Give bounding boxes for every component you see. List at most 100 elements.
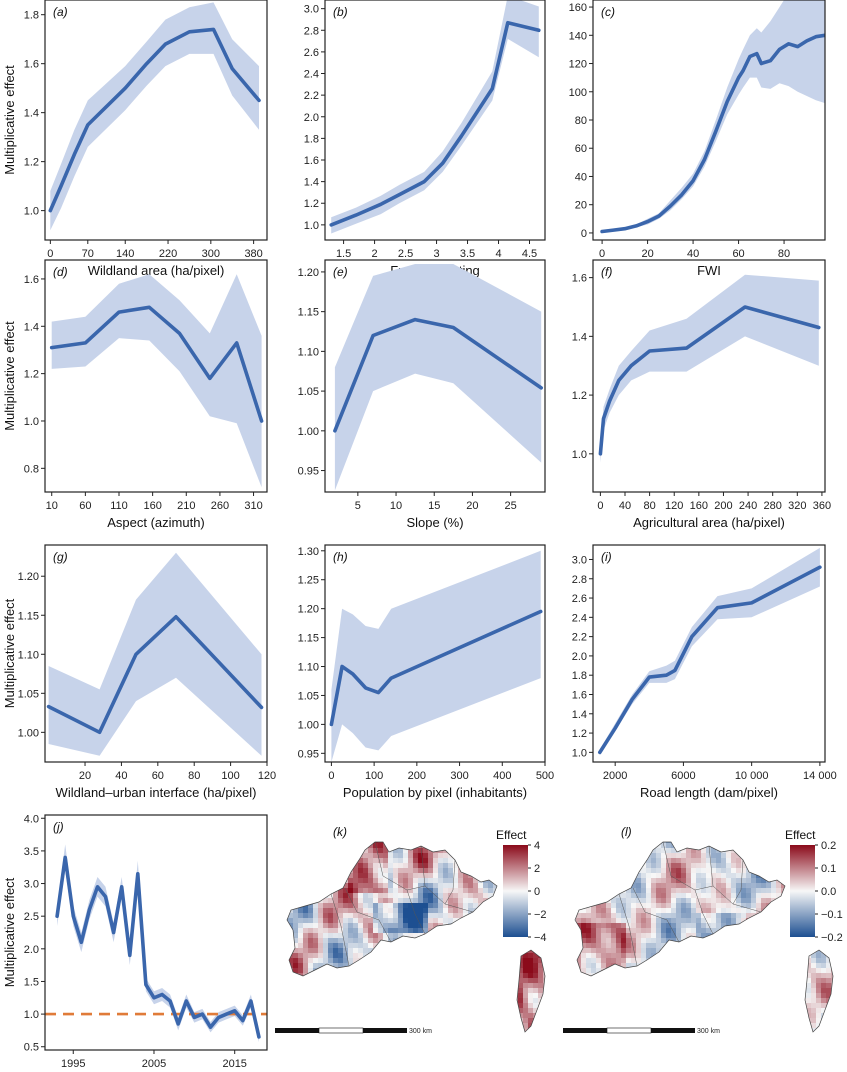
map-cell <box>701 938 707 944</box>
map-cell <box>576 938 582 944</box>
map-cell <box>473 1018 479 1024</box>
map-cell <box>656 1033 661 1038</box>
map-cell <box>696 983 702 989</box>
map-cell <box>528 918 534 924</box>
map-cell <box>636 842 642 844</box>
map-cell <box>776 863 782 869</box>
map-cell <box>591 958 597 964</box>
map-cell <box>751 842 757 844</box>
map-cell <box>433 843 439 849</box>
map-cell <box>791 1033 796 1038</box>
map-cell <box>751 943 757 949</box>
map-cell <box>621 963 627 969</box>
map-cell <box>438 933 444 939</box>
map-cell <box>641 923 647 929</box>
map-cell <box>686 893 692 899</box>
map-cell <box>766 873 772 879</box>
map-cell <box>483 1013 489 1019</box>
map-cell <box>771 983 777 989</box>
map-cell <box>761 943 767 949</box>
map-cell <box>716 953 722 959</box>
plot-frame-f <box>592 259 826 493</box>
map-cell <box>581 1023 587 1029</box>
map-cell <box>323 1023 329 1029</box>
map-cell <box>636 908 642 914</box>
map-cell <box>576 843 582 849</box>
map-cell <box>323 993 329 999</box>
map-cell <box>821 923 827 929</box>
map-cell <box>408 863 414 869</box>
map-cell <box>801 1003 807 1009</box>
map-cell <box>781 868 787 874</box>
map-cell <box>691 998 697 1004</box>
map-cell <box>458 988 464 994</box>
map-cell <box>443 928 449 934</box>
map-cell <box>388 948 394 954</box>
map-cell <box>373 983 379 989</box>
map-cell <box>831 903 833 909</box>
map-cell <box>801 958 807 964</box>
map-cell <box>398 848 404 854</box>
map-cell <box>631 1013 637 1019</box>
map-cell <box>493 848 499 854</box>
x-tick-label-g: 120 <box>258 770 276 782</box>
map-cell <box>576 978 582 984</box>
map-cell <box>641 903 647 909</box>
map-cell <box>448 938 454 944</box>
map-cell <box>611 1013 617 1019</box>
map-cell <box>576 873 582 879</box>
map-cell <box>338 863 344 869</box>
map-cell <box>288 933 294 939</box>
map-cell <box>646 1023 652 1029</box>
map-cell <box>513 953 519 959</box>
map-cell <box>756 928 762 934</box>
map-cell <box>368 842 374 844</box>
map-cell <box>323 988 329 994</box>
map-cell <box>711 1003 717 1009</box>
map-cell <box>761 968 767 974</box>
map-cell <box>586 983 592 989</box>
y-tick-label-c: 20 <box>575 200 587 212</box>
map-cell <box>736 993 742 999</box>
map-cell <box>488 938 494 944</box>
map-cell <box>338 843 344 849</box>
map-cell <box>543 883 545 889</box>
map-cell <box>726 1018 732 1024</box>
map-cell <box>776 958 782 964</box>
map-cell <box>353 963 359 969</box>
map-cell <box>348 988 354 994</box>
map-cell <box>528 858 534 864</box>
plot-frame-d <box>44 259 268 493</box>
map-cell <box>323 918 329 924</box>
data-point-c <box>624 227 626 230</box>
map-cell <box>458 908 464 914</box>
y-tick-label-b: 1.4 <box>304 177 319 189</box>
map-cell <box>616 1033 621 1038</box>
map-cell <box>433 998 439 1004</box>
map-cell <box>418 908 424 914</box>
map-cell <box>816 963 822 969</box>
map-cell <box>458 973 464 979</box>
map-cell <box>586 1003 592 1009</box>
map-cell <box>388 1003 394 1009</box>
map-cell <box>706 913 712 919</box>
map-cell <box>626 848 632 854</box>
x-tick-label-g: 80 <box>188 770 200 782</box>
map-cell <box>791 1028 797 1032</box>
map-cell <box>751 953 757 959</box>
map-cell <box>418 973 424 979</box>
map-cell <box>701 988 707 994</box>
map-cell <box>711 863 717 869</box>
map-cell <box>383 958 389 964</box>
map-cell <box>581 903 587 909</box>
map-cell <box>428 933 434 939</box>
map-cell <box>287 943 289 949</box>
map-cell <box>488 842 494 844</box>
map-cell <box>596 908 602 914</box>
map-cell <box>373 988 379 994</box>
map-cell <box>721 858 727 864</box>
map-cell <box>746 938 752 944</box>
map-cell <box>438 958 444 964</box>
map-cell <box>413 933 419 939</box>
map-cell <box>731 918 737 924</box>
